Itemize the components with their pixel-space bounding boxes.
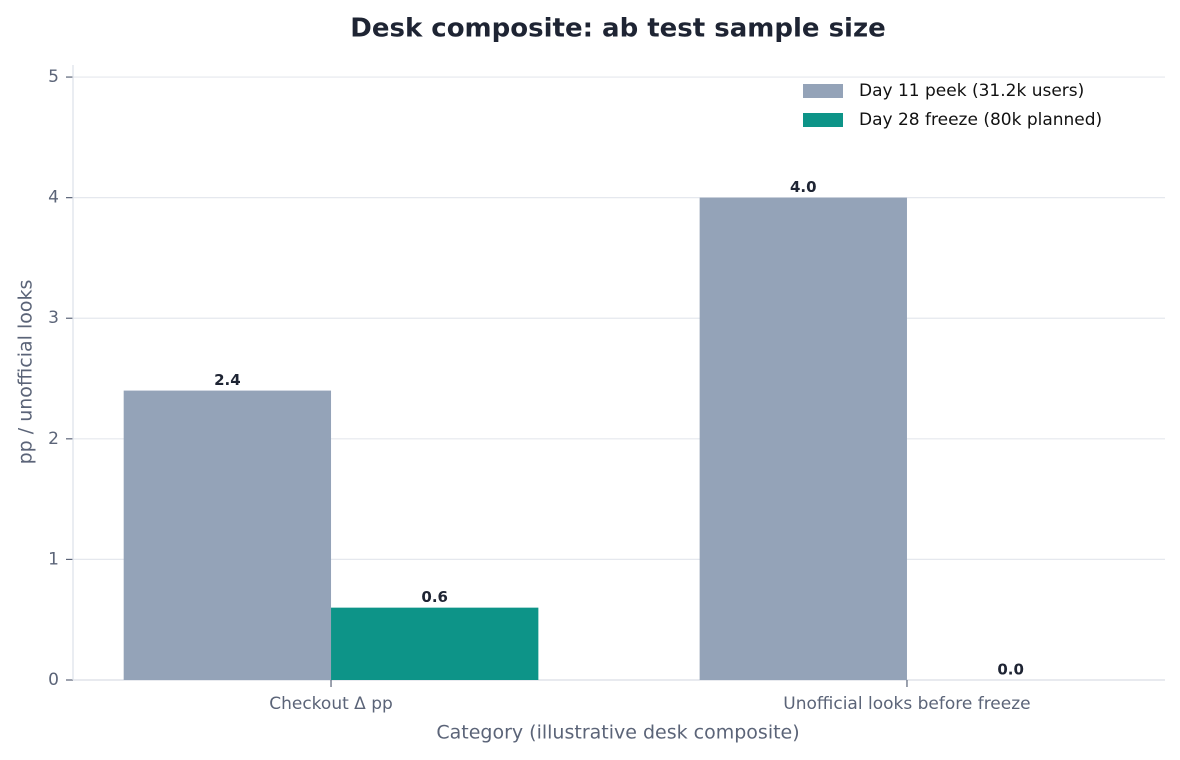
y-tick-label: 5 [48, 67, 59, 87]
y-tick-label: 3 [48, 308, 59, 328]
bar [331, 607, 539, 680]
bar [699, 197, 907, 680]
legend-label: Day 11 peek (31.2k users) [859, 81, 1084, 101]
value-label: 0.0 [997, 661, 1024, 679]
legend-swatch [803, 84, 843, 98]
x-tick-label: Unofficial looks before freeze [783, 694, 1030, 714]
bar [123, 390, 332, 680]
value-label: 4.0 [790, 178, 817, 196]
y-tick-label: 0 [48, 670, 59, 690]
x-tick-label: Checkout Δ pp [269, 694, 393, 714]
y-tick-label: 2 [48, 429, 59, 449]
legend-label: Day 28 freeze (80k planned) [859, 110, 1102, 130]
chart-title: Desk composite: ab test sample size [350, 14, 885, 44]
y-tick-label: 1 [48, 549, 59, 569]
value-label: 2.4 [214, 371, 241, 389]
legend-swatch [803, 113, 843, 127]
y-axis-label: pp / unofficial looks [15, 280, 37, 465]
x-axis-label: Category (illustrative desk composite) [436, 722, 799, 744]
y-tick-label: 4 [48, 188, 59, 208]
value-label: 0.6 [421, 588, 448, 606]
